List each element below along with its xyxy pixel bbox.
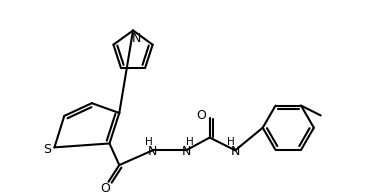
Text: H: H [186, 137, 194, 147]
Text: H: H [145, 137, 153, 147]
Text: N: N [131, 32, 141, 45]
Text: N: N [230, 145, 240, 158]
Text: S: S [43, 143, 51, 156]
Text: N: N [148, 145, 157, 158]
Text: O: O [196, 109, 206, 122]
Text: N: N [181, 145, 191, 158]
Text: H: H [227, 137, 235, 147]
Text: O: O [101, 182, 111, 195]
